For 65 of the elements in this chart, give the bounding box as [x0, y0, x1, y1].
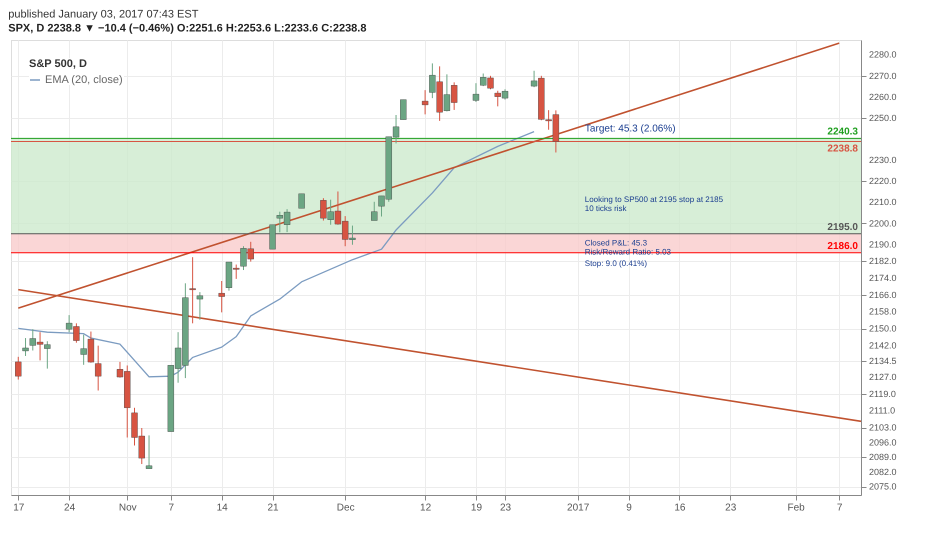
y-tick-label: 2089.0 — [869, 452, 897, 462]
y-tick-label: 2280.0 — [869, 50, 897, 60]
candlestick — [298, 193, 305, 209]
y-tick-label: 2190.0 — [869, 239, 897, 250]
y-tick-label: 2082.0 — [869, 466, 897, 477]
x-tick-label: 14 — [216, 502, 228, 514]
y-tick-label: 2075.0 — [869, 482, 897, 492]
x-tick-label: 23 — [725, 502, 737, 514]
ref-line-label: 2240.3 — [827, 126, 858, 138]
candlestick — [15, 356, 22, 380]
line-series — [18, 130, 535, 378]
x-tick-label: 12 — [420, 502, 432, 514]
annotation: Target: 45.3 (2.06%) — [584, 123, 676, 134]
x-tick-label: 2017 — [567, 502, 590, 514]
candlestick — [218, 280, 225, 313]
x-tick-label: 19 — [470, 502, 482, 514]
candlestick — [472, 82, 480, 102]
annotation: Stop: 9.0 (0.41%) — [584, 259, 648, 268]
y-tick-label: 2142.0 — [869, 340, 897, 350]
x-tick-label: Dec — [336, 502, 355, 514]
x-tick-label: 7 — [168, 502, 175, 514]
y-tick-label: 2260.0 — [869, 92, 897, 102]
y-tick-label: 2127.0 — [869, 372, 897, 382]
candlestick — [371, 201, 378, 222]
y-tick-label: 2119.0 — [869, 388, 896, 399]
candlestick — [44, 340, 51, 370]
y-tick-label: 2270.0 — [869, 70, 897, 81]
y-tick-label: 2134.5 — [869, 356, 897, 366]
x-tick-label: 9 — [626, 502, 632, 514]
candlestick — [196, 292, 204, 320]
y-tick-label: 2210.0 — [869, 197, 897, 208]
y-tick-label: 2166.0 — [869, 290, 897, 300]
y-tick-label: 2174.0 — [869, 273, 897, 284]
x-tick-label: 17 — [13, 502, 25, 514]
annotation: Looking to SP500 at 2195 stop at 2185 10 ticks risk — [584, 195, 724, 213]
y-tick-label: 2182.0 — [869, 256, 897, 266]
x-tick-label: 7 — [836, 502, 843, 514]
y-tick-label: 2103.0 — [869, 422, 897, 433]
x-tick-label: 24 — [64, 502, 76, 514]
y-tick-label: 2111.0 — [869, 406, 896, 416]
ref-line-label: 2186.0 — [827, 240, 858, 252]
x-tick-label: 16 — [674, 502, 686, 514]
x-tick-label: Nov — [118, 502, 137, 514]
y-tick-label: 2230.0 — [869, 155, 897, 166]
candlestick — [422, 90, 428, 115]
candlestick — [94, 345, 102, 392]
y-tick-label: 2250.0 — [869, 112, 897, 123]
x-tick-label: Feb — [788, 502, 806, 514]
y-tick-label: 2220.0 — [869, 176, 897, 186]
y-tick-label: 2158.0 — [869, 306, 897, 317]
ref-line-label: 2238.8 — [827, 144, 858, 155]
chart-title: published January 03, 2017 07:43 EST — [8, 8, 199, 20]
candlestick — [189, 256, 196, 324]
legend-label: EMA (20, close) — [45, 74, 123, 86]
candlestick — [22, 338, 29, 356]
candlestick — [146, 434, 152, 470]
candlestick — [400, 99, 407, 120]
y-tick-label: 2150.0 — [869, 324, 897, 334]
ref-line-label: 2195.0 — [827, 222, 858, 233]
y-tick-label: 2096.0 — [869, 437, 897, 448]
x-tick-label: 21 — [267, 502, 280, 514]
x-tick-label: 23 — [500, 502, 512, 514]
y-tick-label: 2200.0 — [869, 218, 897, 228]
legend-title: S&P 500, D — [29, 58, 87, 70]
chart-subtitle: SPX, D 2238.8 ▼ −10.4 (−0.46%) O:2251.6 H:2253.6 L:2233.6 C:2238.8 — [8, 22, 366, 34]
